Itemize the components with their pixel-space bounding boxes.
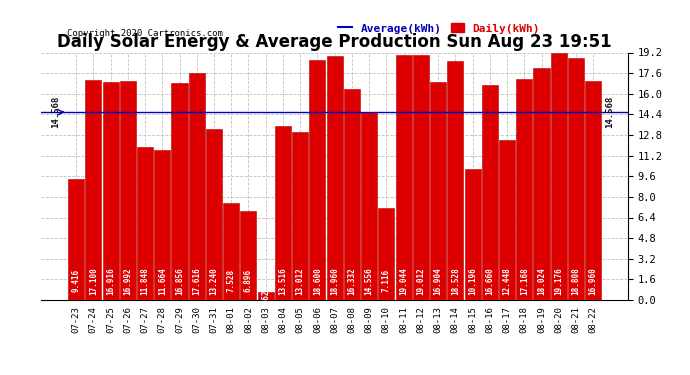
Text: 11.848: 11.848 [141, 267, 150, 294]
Bar [395, 54, 412, 300]
Text: 14.568: 14.568 [605, 96, 614, 128]
Bar [378, 208, 395, 300]
Text: 18.808: 18.808 [571, 267, 580, 294]
Bar [68, 178, 84, 300]
Bar [482, 85, 497, 300]
Text: 18.528: 18.528 [451, 267, 460, 294]
Legend: Average(kWh), Daily(kWh): Average(kWh), Daily(kWh) [338, 23, 540, 33]
Title: Daily Solar Energy & Average Production Sun Aug 23 19:51: Daily Solar Energy & Average Production … [57, 33, 612, 51]
Text: 16.904: 16.904 [433, 267, 442, 294]
Bar [292, 132, 308, 300]
Text: 16.916: 16.916 [106, 267, 115, 294]
Text: 19.044: 19.044 [399, 267, 408, 294]
Bar [499, 140, 515, 300]
Text: 9.416: 9.416 [72, 269, 81, 292]
Text: 18.960: 18.960 [330, 267, 339, 294]
Bar [206, 129, 222, 300]
Text: 10.196: 10.196 [468, 267, 477, 294]
Text: 14.556: 14.556 [364, 267, 373, 294]
Bar [309, 60, 326, 300]
Text: 16.856: 16.856 [175, 267, 184, 294]
Text: 11.664: 11.664 [158, 267, 167, 294]
Text: 12.448: 12.448 [502, 267, 511, 294]
Text: Copyright 2020 Cartronics.com: Copyright 2020 Cartronics.com [68, 29, 224, 38]
Bar [464, 169, 480, 300]
Bar [137, 147, 153, 300]
Text: 7.116: 7.116 [382, 269, 391, 292]
Bar [533, 68, 549, 300]
Text: 16.992: 16.992 [124, 267, 132, 294]
Bar [430, 82, 446, 300]
Bar [172, 83, 188, 300]
Bar [86, 80, 101, 300]
Bar [189, 73, 205, 300]
Text: 19.012: 19.012 [416, 267, 425, 294]
Text: 14.568: 14.568 [51, 96, 60, 128]
Bar [223, 203, 239, 300]
Text: 0.624: 0.624 [262, 284, 270, 308]
Bar [551, 53, 566, 300]
Text: 13.012: 13.012 [296, 267, 305, 294]
Bar [361, 112, 377, 300]
Bar [447, 61, 463, 300]
Text: 6.896: 6.896 [244, 269, 253, 292]
Text: 17.616: 17.616 [193, 267, 201, 294]
Text: 16.332: 16.332 [347, 267, 357, 294]
Text: 17.168: 17.168 [520, 267, 529, 294]
Bar [120, 81, 136, 300]
Text: 16.660: 16.660 [485, 267, 494, 294]
Bar [344, 90, 360, 300]
Text: 16.960: 16.960 [589, 267, 598, 294]
Text: 17.100: 17.100 [89, 267, 98, 294]
Bar [516, 79, 532, 300]
Text: 18.600: 18.600 [313, 267, 322, 294]
Text: 7.528: 7.528 [227, 269, 236, 292]
Text: 18.024: 18.024 [537, 267, 546, 294]
Text: 13.516: 13.516 [279, 267, 288, 294]
Text: 13.240: 13.240 [210, 267, 219, 294]
Bar [103, 82, 119, 300]
Bar [326, 56, 343, 300]
Bar [275, 126, 291, 300]
Bar [240, 211, 257, 300]
Bar [585, 81, 601, 300]
Bar [568, 57, 584, 300]
Bar [155, 150, 170, 300]
Bar [257, 292, 274, 300]
Text: 19.176: 19.176 [554, 267, 563, 294]
Bar [413, 55, 429, 300]
